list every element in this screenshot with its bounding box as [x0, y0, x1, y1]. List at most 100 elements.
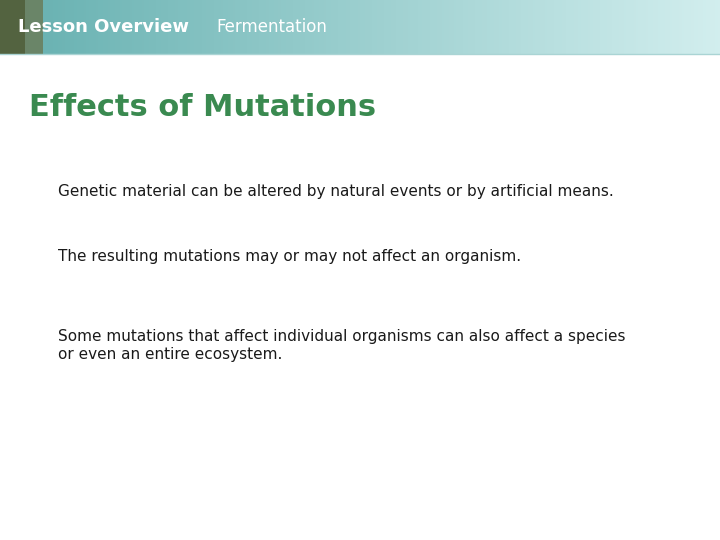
Bar [197, 0, 200, 54]
Bar [588, 0, 591, 54]
Bar [29, 0, 32, 54]
Text: Genetic material can be altered by natural events or by artificial means.: Genetic material can be altered by natur… [58, 184, 613, 199]
Text: Fermentation: Fermentation [216, 18, 327, 36]
Bar [518, 0, 521, 54]
Bar [634, 0, 636, 54]
Bar [538, 0, 541, 54]
Bar [283, 0, 287, 54]
Bar [646, 0, 649, 54]
Bar [5, 0, 8, 54]
Bar [252, 0, 255, 54]
Bar [171, 0, 174, 54]
Bar [0, 0, 43, 54]
Bar [367, 0, 370, 54]
Bar [437, 0, 440, 54]
Bar [225, 0, 229, 54]
Bar [540, 0, 543, 54]
Bar [122, 0, 125, 54]
Bar [545, 0, 548, 54]
Bar [531, 0, 534, 54]
Bar [41, 0, 44, 54]
Bar [387, 0, 390, 54]
Bar [319, 0, 323, 54]
Bar [77, 0, 80, 54]
Bar [55, 0, 58, 54]
Bar [542, 0, 546, 54]
Bar [396, 0, 399, 54]
Bar [715, 0, 719, 54]
Bar [271, 0, 274, 54]
Bar [175, 0, 179, 54]
Bar [235, 0, 238, 54]
Bar [293, 0, 296, 54]
Bar [286, 0, 289, 54]
Text: Lesson Overview: Lesson Overview [18, 18, 189, 36]
Bar [355, 0, 359, 54]
Bar [691, 0, 694, 54]
Bar [480, 0, 483, 54]
Bar [677, 0, 680, 54]
Bar [463, 0, 467, 54]
Bar [698, 0, 701, 54]
Bar [499, 0, 503, 54]
Bar [31, 0, 35, 54]
Bar [207, 0, 210, 54]
Bar [603, 0, 606, 54]
Bar [189, 0, 193, 54]
Bar [564, 0, 567, 54]
Bar [238, 0, 240, 54]
Bar [96, 0, 99, 54]
Bar [233, 0, 236, 54]
Bar [430, 0, 433, 54]
Bar [621, 0, 625, 54]
Bar [297, 0, 301, 54]
Bar [254, 0, 258, 54]
Bar [713, 0, 716, 54]
Bar [9, 0, 13, 54]
Bar [391, 0, 395, 54]
Bar [626, 0, 629, 54]
Bar [706, 0, 708, 54]
Bar [223, 0, 226, 54]
Bar [19, 0, 22, 54]
Bar [598, 0, 600, 54]
Bar [482, 0, 485, 54]
Bar [648, 0, 651, 54]
Bar [149, 0, 152, 54]
Bar [696, 0, 699, 54]
Bar [279, 0, 282, 54]
Bar [324, 0, 327, 54]
Bar [456, 0, 459, 54]
Bar [333, 0, 337, 54]
Bar [17, 0, 20, 54]
Bar [408, 0, 411, 54]
Bar [94, 0, 96, 54]
Bar [89, 0, 92, 54]
Bar [454, 0, 456, 54]
Bar [0, 0, 25, 54]
Bar [451, 0, 454, 54]
Bar [624, 0, 627, 54]
Bar [115, 0, 118, 54]
Text: Effects of Mutations: Effects of Mutations [29, 93, 376, 123]
Bar [302, 0, 305, 54]
Bar [70, 0, 73, 54]
Bar [67, 0, 71, 54]
Bar [353, 0, 356, 54]
Bar [636, 0, 639, 54]
Bar [516, 0, 519, 54]
Bar [547, 0, 550, 54]
Bar [74, 0, 78, 54]
Bar [617, 0, 620, 54]
Bar [614, 0, 618, 54]
Bar [202, 0, 204, 54]
Bar [506, 0, 510, 54]
Bar [470, 0, 474, 54]
Bar [549, 0, 553, 54]
Bar [216, 0, 219, 54]
Bar [502, 0, 505, 54]
Bar [300, 0, 303, 54]
Bar [24, 0, 27, 54]
Bar [211, 0, 215, 54]
Bar [557, 0, 560, 54]
